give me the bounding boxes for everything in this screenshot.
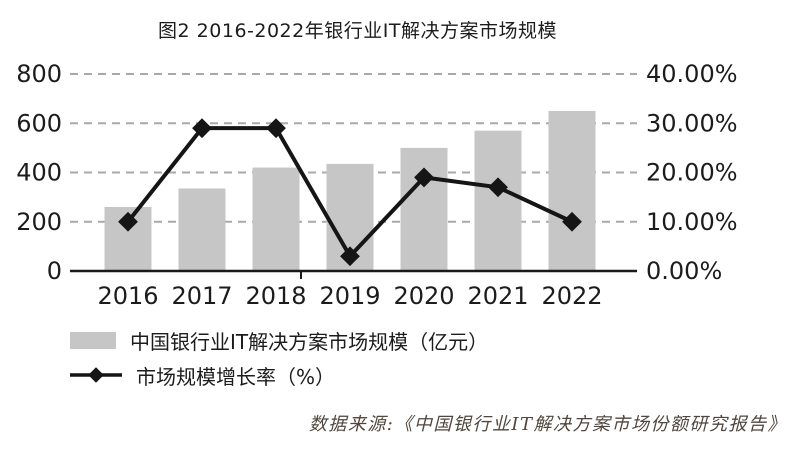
chart-title: 图2 2016-2022年银行业IT解决方案市场规模 — [158, 20, 557, 42]
x-axis-category-label: 2016 — [97, 282, 158, 310]
legend-label: 中国银行业IT解决方案市场规模（亿元） — [130, 329, 489, 354]
right-axis-tick-label: 20.00% — [646, 159, 738, 187]
x-axis-category-label: 2019 — [319, 282, 380, 310]
right-axis-tick-label: 30.00% — [646, 109, 738, 137]
left-axis-tick-label: 0 — [47, 257, 62, 285]
x-axis-category-label: 2022 — [541, 282, 602, 310]
left-axis-tick-label: 400 — [16, 159, 62, 187]
right-axis-tick-label: 10.00% — [646, 208, 738, 236]
data-source-note: 数据来源:《中国银行业IT解决方案市场份额研究报告》 — [308, 414, 787, 435]
left-axis-tick-label: 800 — [16, 60, 62, 88]
bar-swatch-icon — [70, 331, 116, 349]
bar — [178, 188, 226, 271]
right-axis-tick-label: 0.00% — [646, 257, 722, 285]
diamond-marker — [488, 177, 508, 198]
legend: 中国银行业IT解决方案市场规模（亿元） 市场规模增长率（%） — [70, 328, 488, 398]
legend-label: 市场规模增长率（%） — [136, 364, 336, 389]
diamond-marker — [414, 167, 434, 188]
x-axis-category-label: 2021 — [467, 282, 528, 310]
bar — [474, 130, 522, 271]
diamond-marker — [266, 118, 286, 139]
bar — [400, 147, 448, 271]
bar — [548, 110, 596, 271]
right-axis-tick-label: 40.00% — [646, 60, 738, 88]
legend-item-market-size: 中国银行业IT解决方案市场规模（亿元） — [70, 328, 489, 354]
x-axis-category-label: 2017 — [171, 282, 232, 310]
line-diamond-icon — [70, 364, 122, 386]
x-axis-category-label: 2018 — [245, 282, 306, 310]
left-axis-tick-label: 600 — [16, 109, 62, 137]
diamond-marker — [340, 246, 360, 267]
x-axis-category-label: 2020 — [393, 282, 454, 310]
bar — [252, 167, 300, 271]
legend-item-growth-rate: 市场规模增长率（%） — [70, 363, 488, 389]
left-axis-tick-label: 200 — [16, 208, 62, 236]
